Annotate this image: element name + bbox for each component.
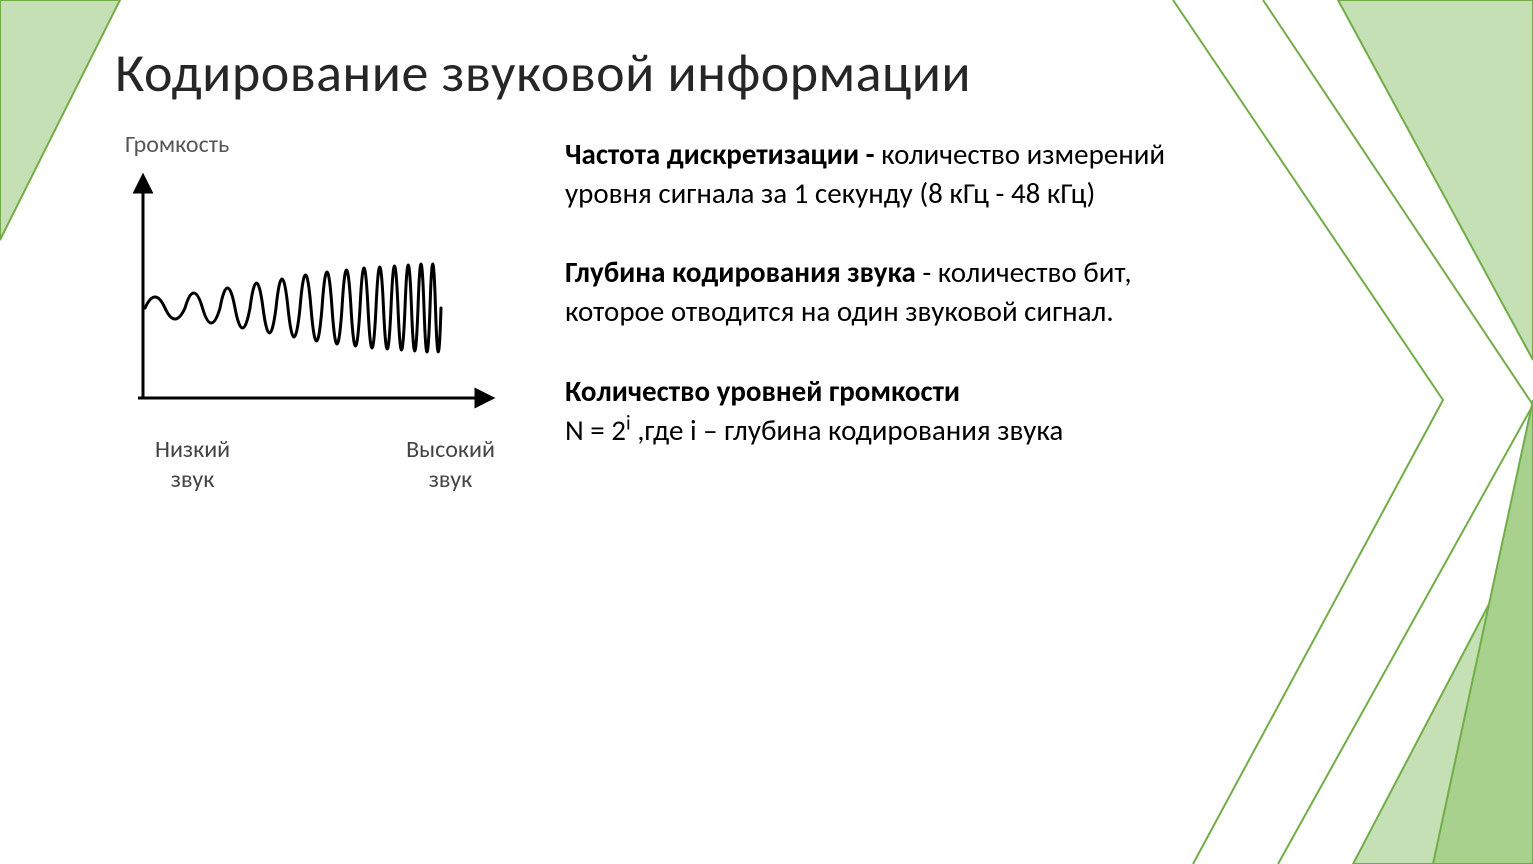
decor-top-left <box>0 0 140 260</box>
definition-2: Глубина кодирования звука - количество б… <box>565 253 1175 331</box>
term-3: Количество уровней громкости <box>565 373 960 409</box>
figure-high-label: Высокий звук <box>406 435 495 495</box>
sound-wave-chart <box>105 163 505 423</box>
body-3: N = 2i ,где i – глубина кодирования звук… <box>565 412 1063 448</box>
decor-right <box>1113 0 1533 864</box>
term-2: Глубина кодирования звука <box>565 254 916 290</box>
figure-y-label: Громкость <box>125 130 515 159</box>
figure-low-label: Низкий звук <box>155 435 230 495</box>
page-title: Кодирование звуковой информации <box>115 40 971 106</box>
term-1: Частота дискретизации - <box>565 136 875 172</box>
definition-1: Частота дискретизации - количество измер… <box>565 135 1175 213</box>
sound-wave-figure: Громкость Низкий звук Высокий звук <box>105 130 515 495</box>
slide: Кодирование звуковой информации Громкост… <box>0 0 1533 864</box>
figure-x-labels: Низкий звук Высокий звук <box>105 435 515 495</box>
definitions: Частота дискретизации - количество измер… <box>565 135 1175 491</box>
definition-3: Количество уровней громкости N = 2i ,где… <box>565 372 1175 451</box>
